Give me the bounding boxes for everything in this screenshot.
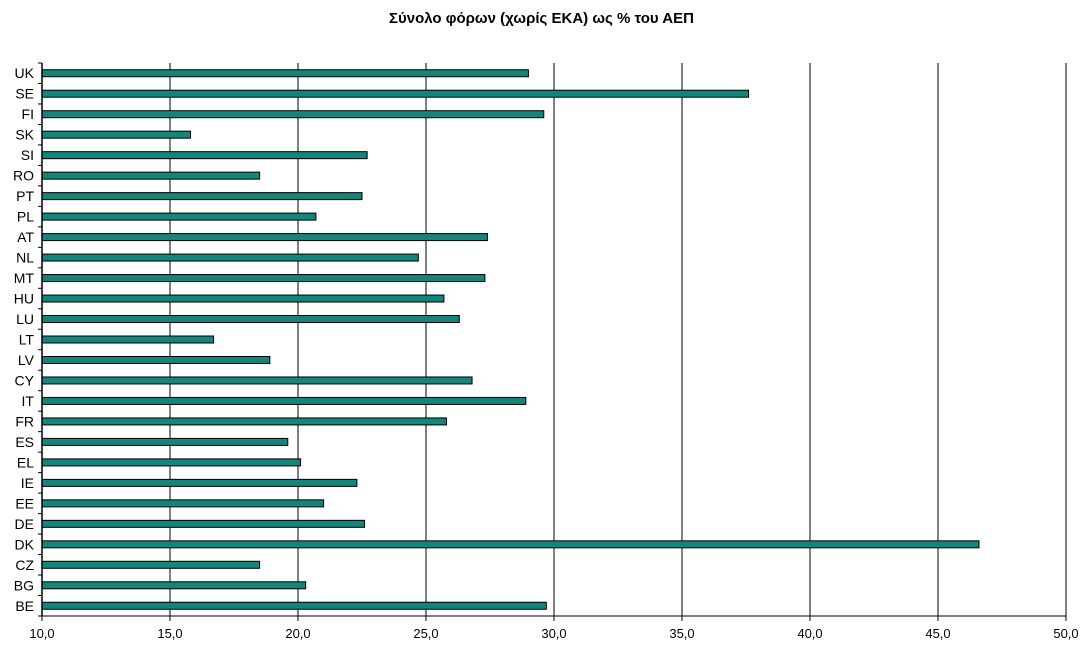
- y-category-label: SI: [21, 147, 34, 163]
- y-category-label: LV: [18, 352, 35, 368]
- bar-uk: [41, 69, 529, 78]
- bar-el: [41, 458, 302, 467]
- y-category-label: BG: [14, 577, 34, 593]
- x-tick-label: 25,0: [413, 626, 438, 641]
- y-category-label: DK: [15, 536, 35, 552]
- y-category-label: IT: [22, 393, 35, 409]
- bar-bg: [41, 581, 307, 590]
- bar-be: [41, 601, 547, 610]
- bar-mt: [41, 274, 486, 283]
- bar-fr: [41, 417, 447, 426]
- y-category-label: SK: [15, 127, 34, 143]
- y-category-label: CZ: [15, 557, 34, 573]
- y-category-label: RO: [13, 168, 34, 184]
- bar-ro: [41, 171, 261, 180]
- bar-cz: [41, 560, 261, 569]
- labels: 10,0 15,0 20,0 25,0 30,0 35,0 40,0 45,0 50,0 UK SE…: [13, 65, 1079, 641]
- x-tick-label: 35,0: [669, 626, 694, 641]
- x-tick-label: 45,0: [925, 626, 950, 641]
- x-tick-label: 10,0: [29, 626, 54, 641]
- bar-pt: [41, 192, 363, 201]
- x-tick-label: 50,0: [1053, 626, 1078, 641]
- x-tick-label: 20,0: [285, 626, 310, 641]
- y-category-label: SE: [15, 86, 34, 102]
- bar-at: [41, 233, 488, 242]
- bar-de: [41, 519, 366, 528]
- x-tick-label: 15,0: [157, 626, 182, 641]
- bar-lt: [41, 335, 215, 344]
- y-category-label: UK: [15, 65, 35, 81]
- bar-sk: [41, 130, 191, 139]
- y-category-label: DE: [15, 516, 34, 532]
- bar-nl: [41, 253, 419, 262]
- y-category-label: CY: [15, 372, 35, 388]
- bar-fi: [41, 110, 545, 119]
- axes: [38, 62, 1067, 621]
- bar-es: [41, 437, 289, 446]
- x-tick-label: 40,0: [797, 626, 822, 641]
- chart-title: Σύνολο φόρων (χωρίς ΕΚΑ) ως % του ΑΕΠ: [389, 10, 694, 27]
- y-category-label: HU: [14, 291, 34, 307]
- y-category-label: EE: [15, 495, 34, 511]
- y-category-label: NL: [16, 250, 34, 266]
- y-category-label: AT: [17, 229, 34, 245]
- bar-hu: [41, 294, 445, 303]
- bar-lv: [41, 355, 271, 364]
- x-tick-label: 30,0: [541, 626, 566, 641]
- y-category-label: ES: [15, 434, 34, 450]
- bar-lu: [41, 315, 460, 324]
- bar-pl: [41, 212, 317, 221]
- y-category-label: PT: [16, 188, 34, 204]
- y-category-label: PL: [17, 209, 34, 225]
- bar-it: [41, 396, 527, 405]
- y-category-label: BE: [15, 598, 34, 614]
- bars: [41, 69, 980, 610]
- bar-ie: [41, 478, 358, 487]
- y-category-label: FI: [22, 106, 34, 122]
- y-category-label: LT: [19, 332, 35, 348]
- bar-dk: [41, 540, 980, 549]
- bar-si: [41, 151, 368, 160]
- bar-se: [41, 89, 750, 98]
- y-category-label: MT: [14, 270, 35, 286]
- bar-ee: [41, 499, 325, 508]
- y-category-label: IE: [21, 475, 34, 491]
- y-category-label: EL: [17, 454, 34, 470]
- y-category-label: FR: [15, 413, 34, 429]
- bar-cy: [41, 376, 473, 385]
- gridlines: [169, 63, 1067, 616]
- y-category-label: LU: [16, 311, 34, 327]
